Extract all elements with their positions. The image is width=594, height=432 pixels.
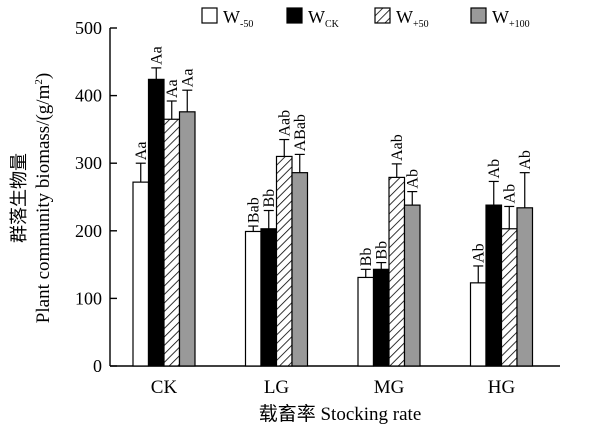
legend: W-50 WCK W+50 W+100 xyxy=(201,7,530,30)
significance-label: Ab xyxy=(517,150,534,170)
y-axis-label-cn: 群落生物量 xyxy=(9,153,29,243)
legend-swatch-open xyxy=(201,7,218,24)
legend-swatch-hatch xyxy=(374,7,391,24)
bar-ck-open xyxy=(132,181,150,367)
x-tick-label: LG xyxy=(264,377,290,398)
legend-label: W+100 xyxy=(492,7,530,30)
y-axis-label-main: Plant community biomass/(g/m xyxy=(33,84,54,323)
significance-label: Bb xyxy=(373,241,390,260)
significance-label: Bb xyxy=(358,248,375,267)
bar-mg-hatch xyxy=(388,176,406,367)
bar-lg-solid xyxy=(260,228,278,367)
significance-label: Aab xyxy=(276,110,293,137)
legend-label: W-50 xyxy=(223,7,253,30)
bar-hg-solid xyxy=(485,204,503,367)
y-tick-label: 0 xyxy=(93,356,102,376)
significance-label: Ab xyxy=(486,159,503,179)
legend-swatch-gray xyxy=(470,7,487,24)
legend-swatch-solid xyxy=(286,7,303,24)
significance-label: Ab xyxy=(470,243,487,263)
y-tick-label: 100 xyxy=(75,288,102,308)
significance-label: Aa xyxy=(133,142,150,161)
bar-ck-gray xyxy=(178,111,196,367)
x-tick-label: CK xyxy=(151,377,178,398)
bar-mg-gray xyxy=(403,204,421,367)
legend-label: W+50 xyxy=(396,7,429,30)
bar-hg-hatch xyxy=(500,228,518,367)
legend-label: WCK xyxy=(308,7,340,30)
y-axis-label-close: ) xyxy=(33,73,54,79)
significance-label: Bb xyxy=(261,189,278,208)
bar-mg-solid xyxy=(372,268,390,367)
x-tick-label: MG xyxy=(374,377,405,398)
y-tick-label: 300 xyxy=(75,153,102,173)
y-tick-label: 400 xyxy=(75,86,102,106)
y-axis-label-superscript: 2 xyxy=(33,79,45,85)
bar-lg-gray xyxy=(291,172,309,367)
bar-lg-hatch xyxy=(275,155,293,367)
significance-label: Aab xyxy=(389,134,406,161)
bar-ck-solid xyxy=(147,78,165,367)
axes: 0 100 200 300 400 500 CK LG MG HG xyxy=(75,18,560,398)
y-tick-label: 500 xyxy=(75,18,102,38)
significance-label: Aa xyxy=(179,69,196,88)
bar-hg-open xyxy=(469,282,487,367)
bar-mg-open xyxy=(357,276,375,367)
significance-label: Ab xyxy=(404,169,421,189)
y-tick-label: 200 xyxy=(75,221,102,241)
bar-lg-open xyxy=(244,230,262,367)
x-axis-label: 载畜率 Stocking rate xyxy=(259,403,422,425)
y-axis-label-en: Plant community biomass/(g/m2) xyxy=(33,73,54,323)
x-tick-label: HG xyxy=(488,377,516,398)
significance-label: Ab xyxy=(501,184,518,204)
significance-label: ABab xyxy=(292,114,309,151)
significance-label: Bab xyxy=(245,197,262,223)
bar-hg-gray xyxy=(516,207,534,367)
significance-label: Aa xyxy=(164,79,181,98)
significance-label: Aa xyxy=(148,46,165,65)
bar-ck-hatch xyxy=(163,118,181,367)
